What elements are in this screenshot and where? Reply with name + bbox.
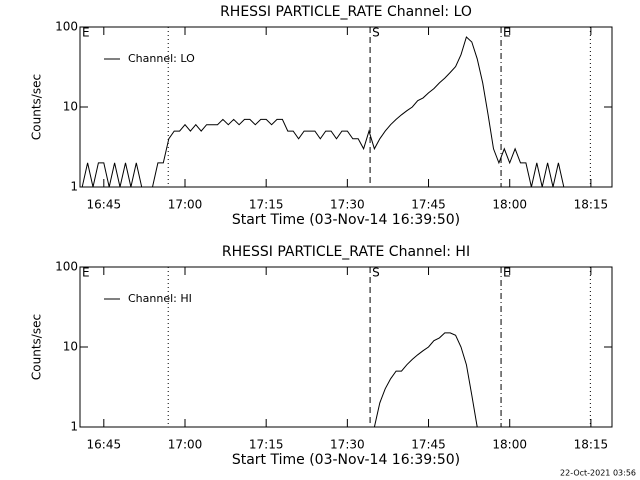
marker-label: S <box>372 266 380 280</box>
marker-label: S <box>372 26 380 40</box>
y-tick-label: 1 <box>70 180 78 194</box>
y-tick-label: 10 <box>63 100 78 114</box>
marker-label: E <box>82 26 90 40</box>
y-axis-label: Counts/sec <box>30 74 44 140</box>
x-tick-label: 18:00 <box>492 438 527 452</box>
marker-label: E <box>82 266 90 280</box>
y-tick-label: 100 <box>55 260 78 274</box>
x-axis-label: Start Time (03-Nov-14 16:39:50) <box>232 452 460 468</box>
y-tick-label: 1 <box>70 420 78 434</box>
x-tick-label: 17:15 <box>249 438 284 452</box>
x-tick-label: 18:15 <box>574 438 609 452</box>
marker-label: E <box>503 26 511 40</box>
x-tick-label: 16:45 <box>87 438 122 452</box>
chart-title: RHESSI PARTICLE_RATE Channel: LO <box>220 4 472 20</box>
x-tick-label: 17:30 <box>330 198 365 212</box>
panel: RHESSI PARTICLE_RATE Channel: LO Start Ti… <box>30 4 613 228</box>
legend-label: Channel: LO <box>128 52 195 65</box>
y-tick-label: 100 <box>55 20 78 34</box>
panel: RHESSI PARTICLE_RATE Channel: HI Start Ti… <box>30 244 613 468</box>
x-tick-label: 17:00 <box>168 198 203 212</box>
x-tick-label: 18:15 <box>574 198 609 212</box>
data-line <box>373 332 478 427</box>
data-line <box>81 36 608 187</box>
x-tick-label: 17:45 <box>411 198 446 212</box>
x-tick-label: 18:00 <box>492 198 527 212</box>
y-tick-label: 10 <box>63 340 78 354</box>
x-axis-label: Start Time (03-Nov-14 16:39:50) <box>232 212 460 228</box>
legend-label: Channel: HI <box>128 292 192 305</box>
x-tick-label: 17:00 <box>168 438 203 452</box>
x-tick-label: 17:45 <box>411 438 446 452</box>
x-tick-label: 16:45 <box>87 198 122 212</box>
footer: 22-Oct-2021 03:56 <box>560 469 636 478</box>
x-tick-label: 17:15 <box>249 198 284 212</box>
marker-label: E <box>503 266 511 280</box>
chart-title: RHESSI PARTICLE_RATE Channel: HI <box>222 244 470 260</box>
x-tick-label: 17:30 <box>330 438 365 452</box>
y-axis-label: Counts/sec <box>30 314 44 380</box>
